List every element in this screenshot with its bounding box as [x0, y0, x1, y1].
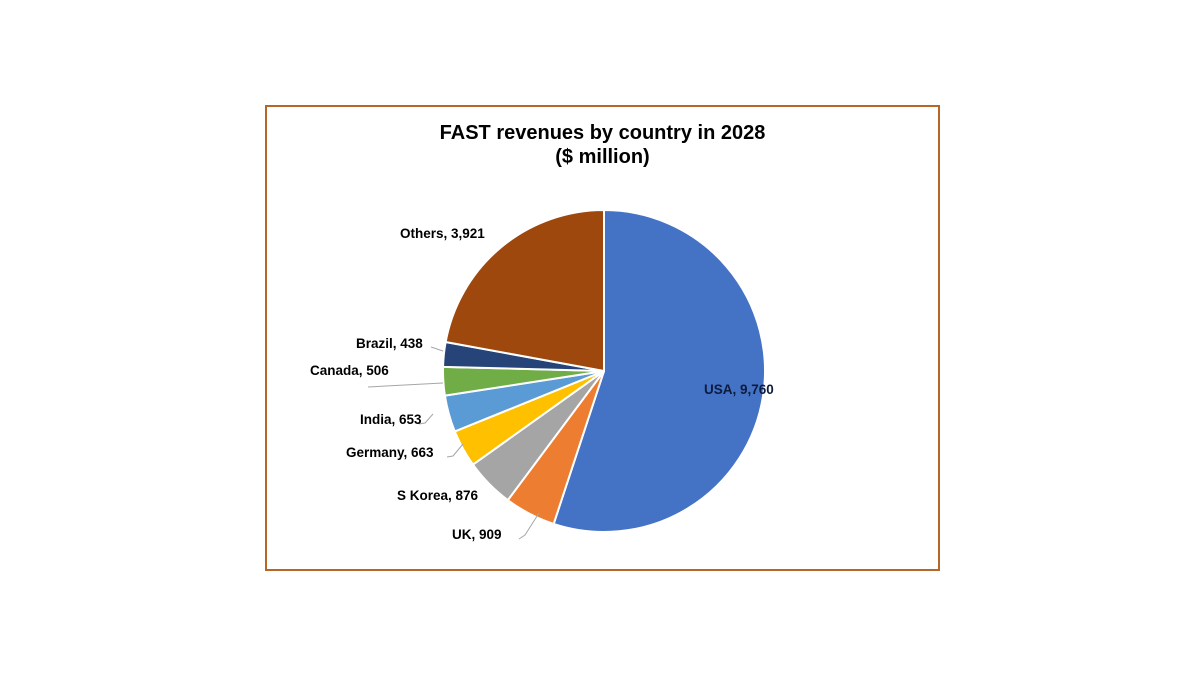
leader-line — [418, 413, 434, 425]
leader-line — [518, 512, 540, 540]
leader-line — [430, 346, 444, 352]
data-label-others: Others, 3,921 — [400, 226, 485, 241]
pie-slices — [442, 208, 766, 533]
pie-slice-others — [444, 208, 605, 373]
pie-chart: USA, 9,760 UK, 909 S Korea, 876 Germany, 66… — [310, 208, 774, 542]
pie-slice-usa — [552, 208, 766, 533]
data-label-s-korea: S Korea, 876 — [397, 488, 479, 503]
chart-title-line2: ($ million) — [555, 146, 650, 168]
chart-frame: FAST revenues by country in 2028 ($ mill… — [265, 105, 940, 571]
data-label-usa: USA, 9,760 — [704, 382, 774, 397]
leader-line — [446, 443, 464, 458]
data-labels: USA, 9,760 UK, 909 S Korea, 876 Germany, 66… — [310, 226, 774, 542]
data-label-india: India, 653 — [360, 412, 422, 427]
data-label-germany: Germany, 663 — [346, 445, 434, 460]
leader-line — [367, 382, 444, 388]
leader-lines — [367, 346, 540, 540]
data-label-brazil: Brazil, 438 — [356, 336, 423, 351]
chart-title: FAST revenues by country in 2028 ($ mill… — [267, 121, 938, 169]
data-label-canada: Canada, 506 — [310, 363, 389, 378]
chart-title-line1: FAST revenues by country in 2028 — [439, 122, 766, 144]
data-label-uk: UK, 909 — [452, 527, 502, 542]
